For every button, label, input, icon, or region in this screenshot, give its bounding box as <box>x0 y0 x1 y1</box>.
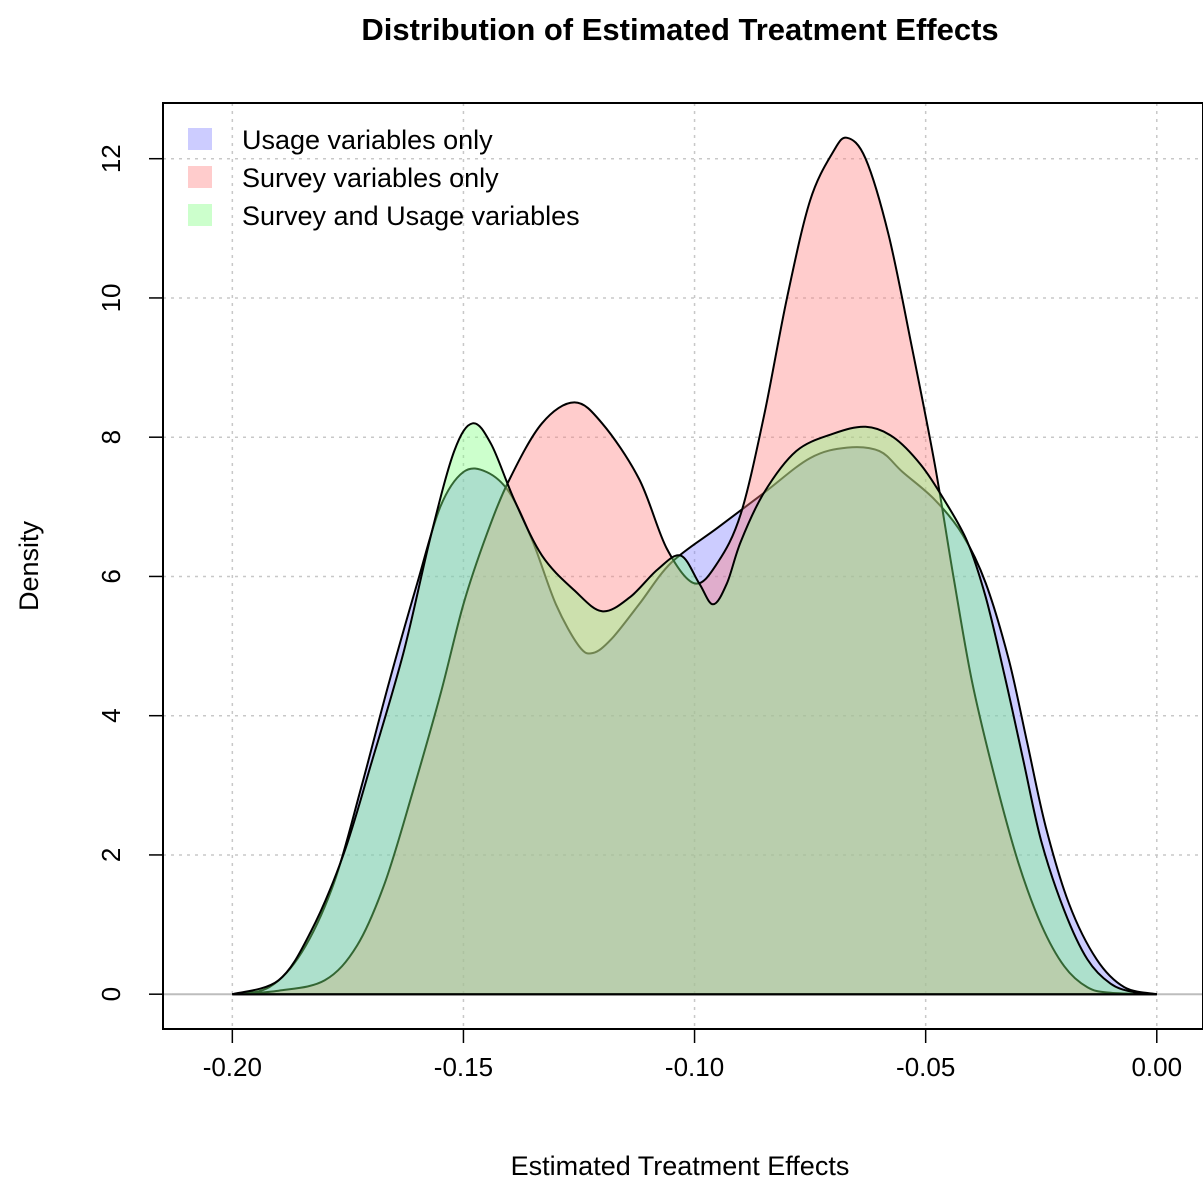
y-tick-label: 6 <box>96 569 126 583</box>
legend-label-survey-variables-only: Survey variables only <box>242 163 499 193</box>
y-axis: 0 2 4 6 8 10 12 <box>96 144 163 1001</box>
legend-swatch-usage-variables-only <box>188 128 212 150</box>
x-tick-label: 0.00 <box>1131 1052 1182 1082</box>
y-tick-label: 0 <box>96 987 126 1001</box>
x-axis: -0.20 -0.15 -0.10 -0.05 0.00 <box>203 1029 1182 1082</box>
y-axis-label: Density <box>14 520 44 611</box>
plot-frame <box>162 102 1203 1030</box>
y-tick-label: 12 <box>96 144 126 173</box>
legend-label-survey-and-usage-variables: Survey and Usage variables <box>242 201 580 231</box>
legend-label-usage-variables-only: Usage variables only <box>242 125 493 155</box>
y-tick-label: 2 <box>96 848 126 862</box>
x-tick-label: -0.15 <box>434 1052 493 1082</box>
x-tick-label: -0.10 <box>665 1052 724 1082</box>
x-tick-label: -0.20 <box>203 1052 262 1082</box>
legend-swatch-survey-variables-only <box>188 166 212 188</box>
x-tick-label: -0.05 <box>896 1052 955 1082</box>
chart-title: Distribution of Estimated Treatment Effe… <box>361 12 998 47</box>
density-area-survey-and-usage-variables <box>232 422 1157 996</box>
density-area-usage-variables-only <box>232 446 1158 996</box>
y-tick-label: 10 <box>96 283 126 312</box>
density-area-survey-variables-only <box>232 136 1157 996</box>
legend: Usage variables only Survey variables onl… <box>188 125 580 231</box>
x-axis-label: Estimated Treatment Effects <box>511 1151 850 1181</box>
y-tick-label: 4 <box>96 708 126 722</box>
density-series-group <box>232 136 1158 996</box>
y-tick-label: 8 <box>96 430 126 444</box>
legend-swatch-survey-and-usage-variables <box>188 204 212 226</box>
